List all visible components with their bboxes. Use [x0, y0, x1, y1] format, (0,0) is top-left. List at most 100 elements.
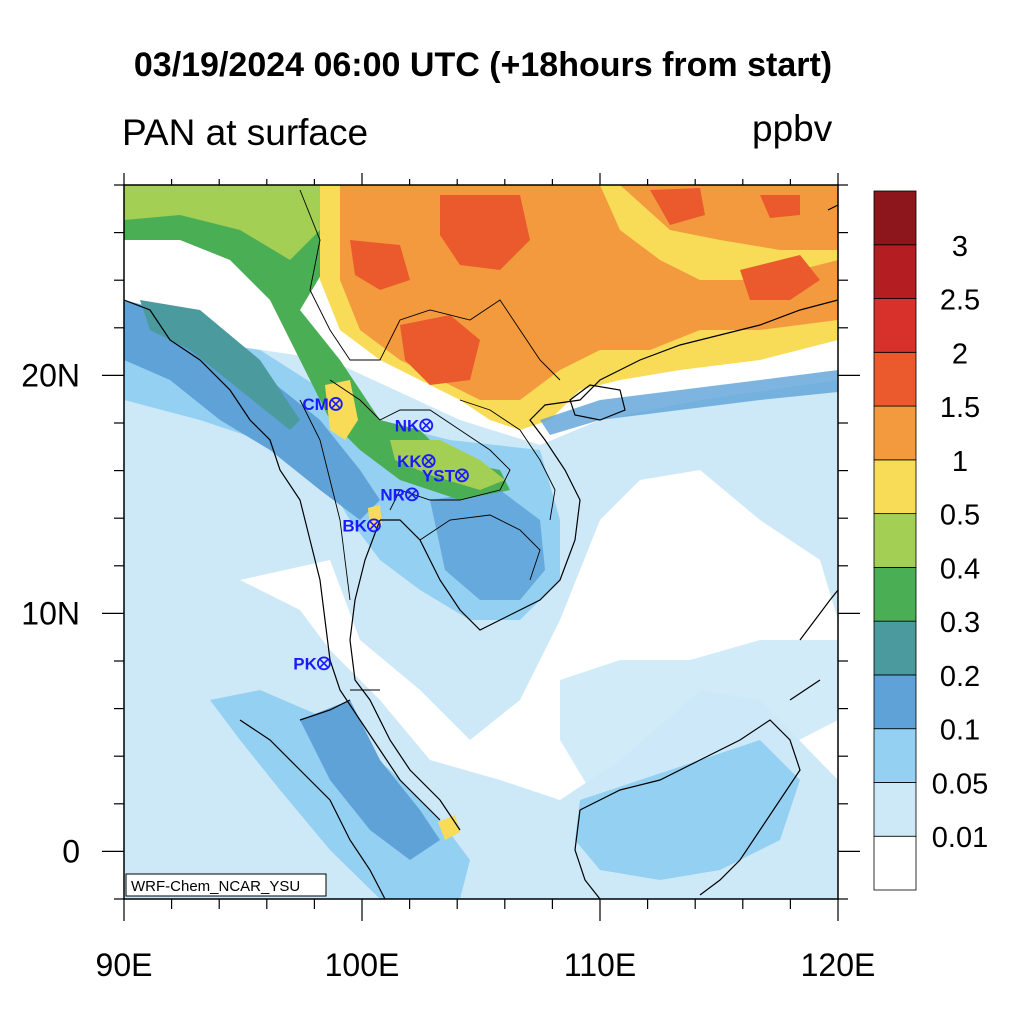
colorbar-label: 2 [952, 338, 968, 370]
colorbar-label: 0.1 [940, 715, 980, 747]
station-cross [369, 520, 379, 531]
station-cm: CM [302, 395, 343, 414]
border-thailand-laos [329, 379, 511, 511]
station-label: NR [380, 485, 405, 504]
station-label: BK [342, 516, 367, 535]
station-nr: NR [380, 485, 419, 504]
lat-tick-label: 20N [21, 357, 80, 393]
station-label: NK [395, 416, 420, 435]
colorbar-box [873, 674, 917, 730]
station-cross [423, 456, 434, 466]
station-marker-icon [421, 454, 436, 468]
station-label: PK [293, 654, 317, 673]
coastline-sumatra [239, 699, 386, 899]
station-label: YST [422, 466, 456, 485]
station-cross [457, 470, 467, 481]
coastline-indochina [380, 299, 838, 631]
station-marker-icon [317, 656, 331, 671]
station-marker-icon [419, 418, 434, 433]
border-myanmar-thailand [299, 399, 351, 601]
lat-tick-label: 10N [21, 595, 80, 631]
coastline-taiwan [827, 204, 838, 211]
field-hotspot-3 [350, 240, 410, 290]
country-borders [299, 189, 561, 691]
colorbar-label: 0.4 [940, 553, 980, 585]
field-yellow-cm [325, 380, 358, 440]
concentration-field [124, 185, 838, 899]
plot-frame [123, 184, 839, 900]
station-label: KK [397, 452, 422, 471]
coastline-philippines [789, 589, 838, 701]
axis-tick-labels: 90E 100E 110E 120E 0 10N 20N [21, 357, 875, 983]
station-yst: YST [422, 466, 469, 485]
lon-tick-label: 120E [801, 947, 876, 983]
colorbar-label: 1 [952, 446, 968, 478]
colorbar-box [873, 459, 917, 515]
border-cambodia [419, 514, 541, 581]
lon-tick-label: 90E [96, 947, 153, 983]
border-myanmar-china [299, 189, 561, 381]
field-hotspot-4 [740, 255, 820, 300]
station-kk: KK [397, 452, 436, 471]
colorbar-box [873, 620, 917, 676]
colorbar-label: 0.05 [932, 768, 988, 800]
field-light-blue-south [560, 640, 838, 800]
field-hotspot-2 [400, 315, 480, 385]
colorbar-box [873, 190, 917, 246]
lon-tick-label: 110E [564, 947, 636, 983]
axis-ticks [102, 173, 860, 921]
field-blue-cambodia [430, 490, 545, 600]
station-label: CM [302, 395, 328, 414]
station-nk: NK [395, 416, 434, 435]
field-sumatra-blue [300, 700, 440, 860]
lat-tick-label: 0 [62, 833, 80, 869]
field-borneo [575, 740, 800, 880]
colorbar-label: 0.3 [940, 607, 980, 639]
lon-tick-label: 100E [325, 947, 400, 983]
field-white-gulf [240, 470, 838, 800]
field-teal-myanmar [140, 300, 300, 430]
colorbar-label: 1.5 [940, 392, 980, 424]
field-hotspot-1 [440, 195, 530, 270]
coastline-hainan [569, 384, 626, 421]
station-marker-icon [405, 487, 419, 502]
colorbar-box [873, 244, 917, 299]
colorbar-label: 3 [952, 231, 968, 263]
field-lime-lao [390, 440, 505, 490]
colorbar-box [873, 351, 917, 407]
colorbar: 0.01 0.05 0.1 0.2 0.3 0.4 0.5 1 1.5 2 2.5 3 [873, 190, 988, 891]
colorbar-box [873, 835, 917, 891]
field-blue-myanmar [124, 300, 380, 520]
colorbar-label: 0.5 [940, 500, 980, 532]
colorbar-box [873, 513, 917, 568]
station-bk: BK [342, 516, 381, 535]
field-blue-coast [540, 370, 838, 435]
variable-title: PAN at surface [122, 112, 369, 153]
colorbar-box [873, 298, 917, 353]
colorbar-label: 0.2 [940, 661, 980, 693]
watermark-text: WRF-Chem_NCAR_YSU [131, 878, 300, 895]
station-cross [319, 658, 329, 669]
station-cross [421, 420, 432, 431]
main-title: 03/19/2024 06:00 UTC (+18hours from star… [133, 46, 833, 84]
station-cross [407, 489, 417, 500]
units-label: ppbv [752, 108, 833, 149]
station-marker-icon [366, 518, 381, 533]
colorbar-box [873, 728, 917, 783]
field-hotspot-6 [760, 195, 800, 218]
station-pk: PK [293, 654, 331, 673]
field-hotspot-5 [650, 188, 705, 225]
colorbar-label: 2.5 [940, 285, 980, 317]
coastline-bay-of-bengal [124, 299, 441, 821]
colorbar-box [873, 405, 917, 461]
station-cross [331, 399, 341, 409]
colorbar-box [873, 782, 917, 837]
field-green-band [124, 185, 510, 500]
coastline-borneo [574, 719, 801, 899]
station-marker-icon [328, 397, 343, 411]
station-marker-icon [455, 468, 469, 483]
colorbar-box [873, 566, 917, 622]
watermark-box [125, 873, 327, 897]
